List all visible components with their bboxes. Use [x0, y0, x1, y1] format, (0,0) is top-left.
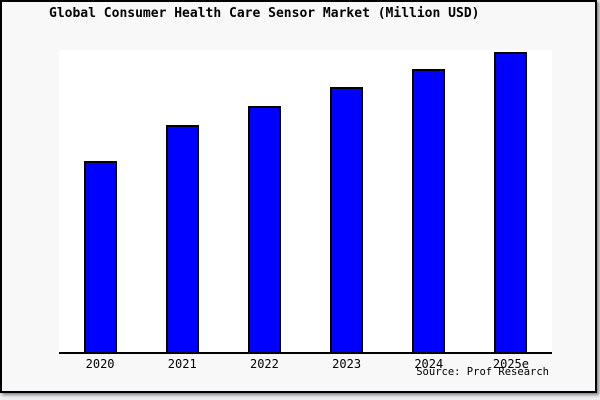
chart-title: Global Consumer Health Care Sensor Marke…: [49, 6, 480, 21]
source-credit: Source: Prof Research: [416, 366, 549, 378]
x-tick-label-2024: 2024: [414, 357, 444, 371]
x-tick-label-2023: 2023: [332, 357, 362, 371]
bar-slot-2022: [223, 50, 305, 352]
x-tick-label-2020: 2020: [85, 357, 115, 371]
x-axis-labels: 2020 2021 2022 2023 2024 2025e: [59, 357, 552, 371]
bar-slot-2025e: [470, 50, 552, 352]
bar-2025e: [494, 52, 528, 352]
x-tick-label-2021: 2021: [167, 357, 197, 371]
x-tick-label-2025e: 2025e: [492, 357, 529, 371]
x-tick-label-2022: 2022: [249, 357, 279, 371]
bar-2022: [247, 106, 281, 352]
bar-2020: [83, 161, 117, 352]
bar-slot-2021: [141, 50, 223, 352]
bar-2024: [412, 69, 446, 352]
bar-2023: [330, 87, 364, 352]
bar-slot-2020: [59, 50, 141, 352]
bar-slot-2023: [306, 50, 388, 352]
bar-slot-2024: [388, 50, 470, 352]
plot-area: [59, 50, 552, 354]
bar-2021: [165, 125, 199, 352]
